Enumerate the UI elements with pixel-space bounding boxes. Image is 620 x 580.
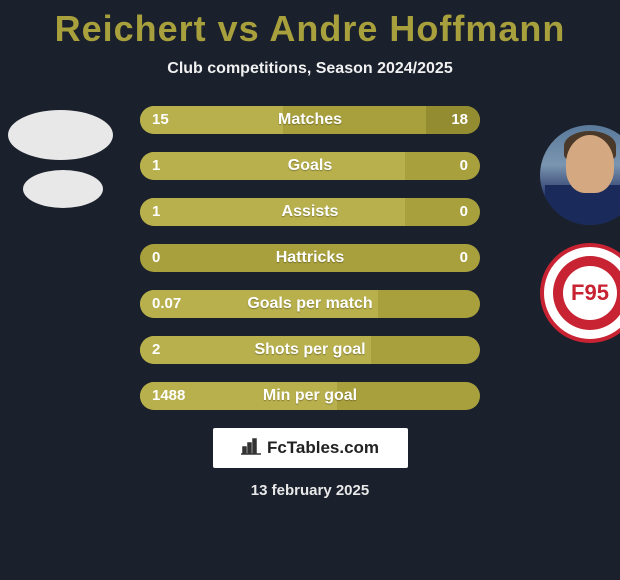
date-label: 13 february 2025 (0, 482, 620, 499)
stat-label: Shots per goal (140, 336, 480, 364)
stats-container: 1518Matches 10Goals 10Assists 00Hattricks 0.… (140, 106, 480, 410)
stat-row: 1518Matches (140, 106, 480, 134)
left-player-avatars (8, 110, 113, 218)
player-photo (540, 125, 620, 225)
stat-row: 2Shots per goal (140, 336, 480, 364)
club-badge-text: F95 (571, 280, 609, 306)
stat-row: 0.07Goals per match (140, 290, 480, 318)
stat-label: Hattricks (140, 244, 480, 272)
stat-row: 1488Min per goal (140, 382, 480, 410)
stat-label: Min per goal (140, 382, 480, 410)
chart-icon (241, 437, 261, 460)
avatar-placeholder (8, 110, 113, 160)
stat-label: Assists (140, 198, 480, 226)
club-badge: F95 (540, 243, 620, 343)
stat-row: 00Hattricks (140, 244, 480, 272)
branding-badge: FcTables.com (213, 428, 408, 468)
stat-row: 10Goals (140, 152, 480, 180)
stat-label: Matches (140, 106, 480, 134)
stat-label: Goals (140, 152, 480, 180)
branding-text: FcTables.com (267, 438, 379, 458)
stat-label: Goals per match (140, 290, 480, 318)
club-placeholder (23, 170, 103, 208)
page-title: Reichert vs Andre Hoffmann (0, 0, 620, 50)
subtitle: Club competitions, Season 2024/2025 (0, 60, 620, 78)
right-player-avatars: F95 (540, 125, 620, 343)
stat-row: 10Assists (140, 198, 480, 226)
